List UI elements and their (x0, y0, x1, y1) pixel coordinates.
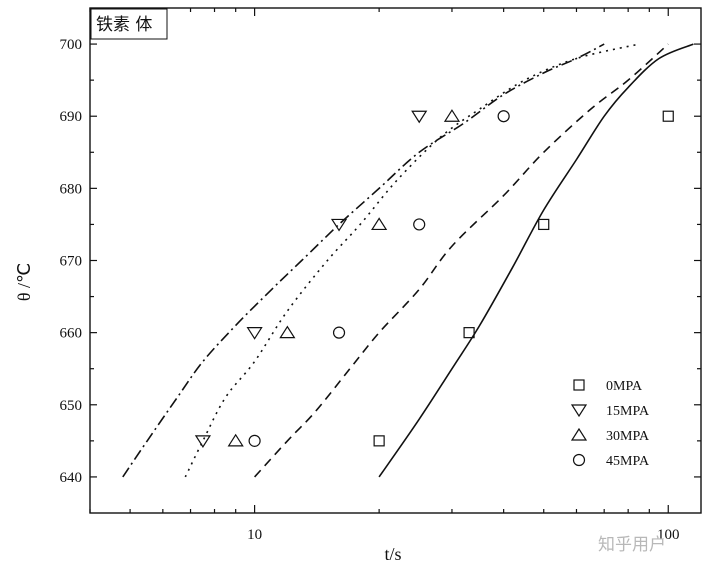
legend-label: 0MPA (606, 379, 643, 394)
point-45MPA (497, 110, 510, 123)
point-45MPA (413, 218, 426, 231)
legend-marker-30MPA (570, 427, 588, 441)
legend: 0MPA 15MPA 30MPA 45MPA (570, 379, 650, 469)
annotation-frame (90, 8, 168, 40)
y-tick-label: 650 (60, 398, 83, 414)
x-tick-label: 100 (657, 527, 680, 543)
point-30MPA (227, 433, 244, 447)
x-axis-title: t/s (384, 544, 401, 564)
point-30MPA (443, 109, 461, 122)
point-0MPA (463, 327, 475, 339)
annotation-box: 铁素 体 (90, 8, 168, 40)
legend-marker-0MPA (573, 379, 585, 391)
y-axis: 640 650 660 670 680 690 700 (60, 37, 701, 486)
point-15MPA (246, 327, 263, 340)
curve-dotted (184, 43, 640, 478)
y-axis-title: θ /℃ (14, 263, 34, 301)
legend-label: 30MPA (606, 429, 650, 444)
watermark: 知乎用户 (598, 535, 666, 555)
annotation-label: 铁素 体 (96, 15, 152, 35)
point-15MPA (330, 218, 348, 232)
legend-label: 15MPA (606, 404, 650, 419)
curve-dashdot (122, 43, 605, 478)
curve-solid (378, 43, 694, 478)
point-15MPA (194, 435, 212, 448)
x-tick-label: 10 (247, 527, 262, 543)
point-0MPA (662, 110, 674, 122)
y-tick-label: 660 (60, 326, 83, 342)
point-0MPA (538, 218, 550, 231)
data-points (194, 109, 674, 448)
curve-dashed (254, 43, 669, 478)
point-30MPA (279, 325, 296, 339)
y-tick-label: 690 (60, 109, 83, 125)
legend-marker-15MPA (570, 404, 588, 418)
legend-label: 45MPA (606, 454, 650, 469)
point-15MPA (411, 110, 428, 124)
y-tick-label: 640 (60, 470, 83, 486)
y-tick-label: 670 (60, 254, 83, 270)
point-45MPA (332, 326, 346, 339)
x-axis: 10 100 (89, 8, 680, 543)
point-45MPA (248, 434, 261, 447)
fitted-curves (122, 43, 694, 478)
legend-marker-45MPA (572, 453, 586, 467)
y-tick-label: 700 (60, 37, 83, 53)
point-30MPA (371, 217, 388, 231)
point-0MPA (373, 435, 385, 447)
y-tick-label: 680 (60, 181, 83, 197)
